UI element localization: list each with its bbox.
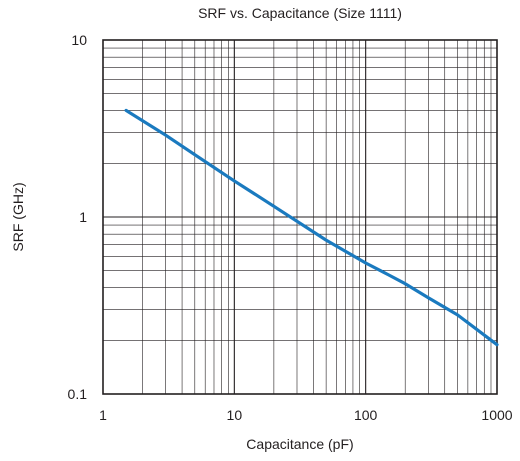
y-tick-label: 0.1 [68, 386, 88, 402]
series-line [124, 108, 499, 347]
x-tick-labels: 1 10 100 1000 [99, 407, 513, 423]
y-tick-label: 1 [79, 209, 87, 225]
x-tick-label: 100 [354, 407, 378, 423]
chart-title: SRF vs. Capacitance (Size 1111) [198, 5, 402, 21]
x-tick-label: 10 [227, 407, 243, 423]
x-tick-label: 1000 [481, 407, 512, 423]
x-axis-label: Capacitance (pF) [246, 436, 353, 452]
plot-frame [102, 39, 498, 395]
plot-grid [103, 40, 497, 394]
y-tick-label: 10 [71, 32, 87, 48]
y-tick-labels: 0.1 1 10 [68, 32, 88, 402]
series-layer [124, 108, 499, 347]
y-axis-label: SRF (GHz) [10, 182, 26, 251]
x-tick-label: 1 [99, 407, 107, 423]
